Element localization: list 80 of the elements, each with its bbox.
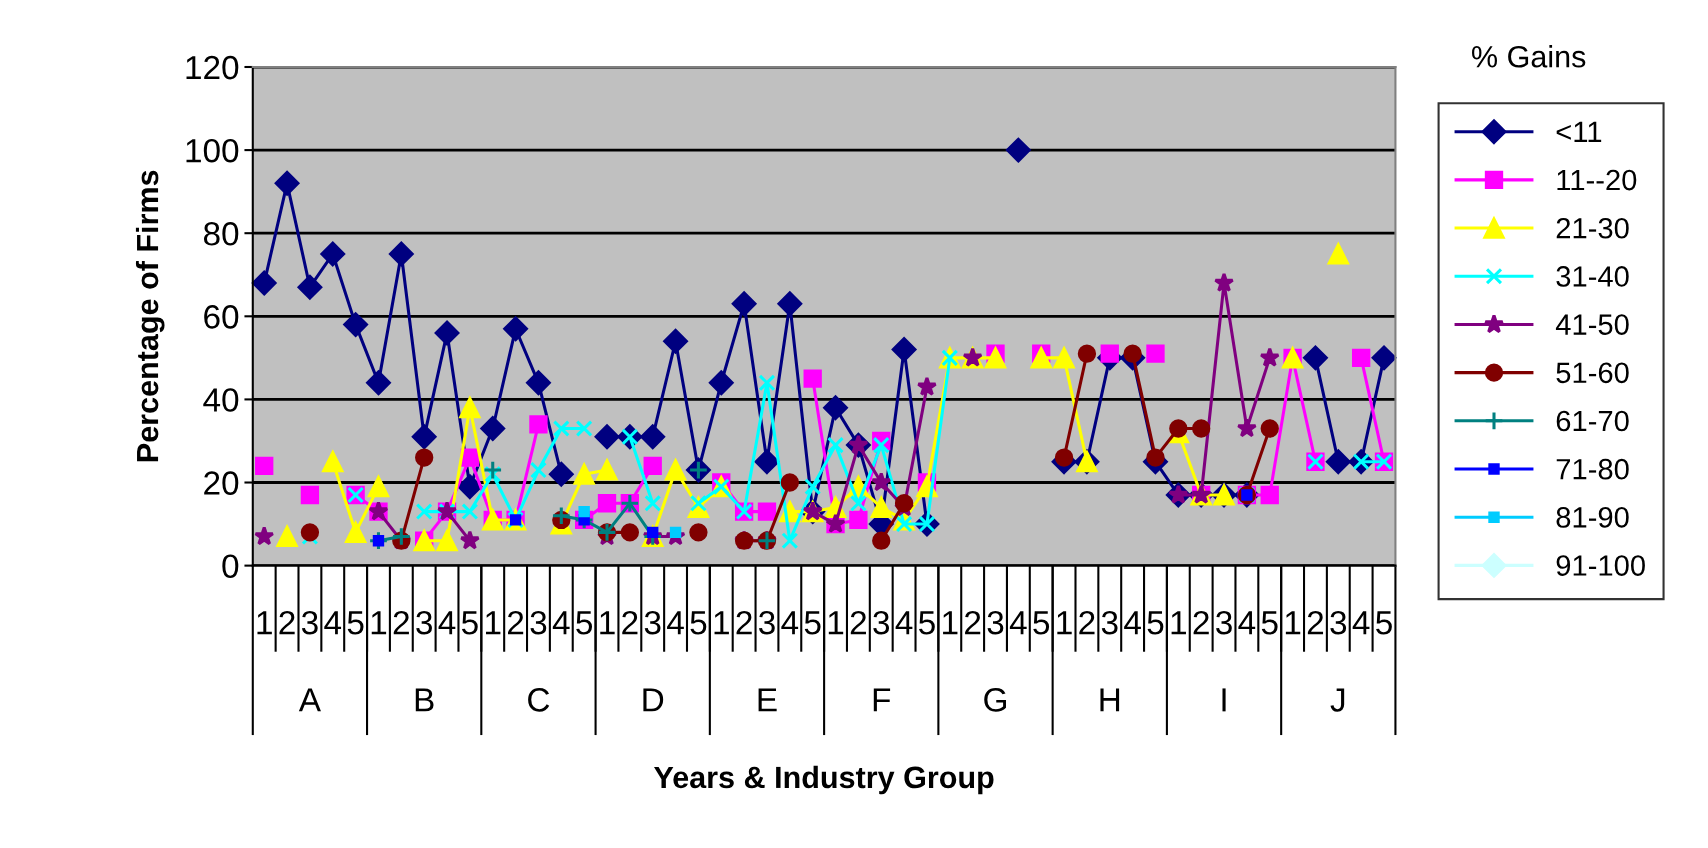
x-tick-label: 1 xyxy=(1285,611,1301,635)
x-tick-label: 2 xyxy=(850,610,866,635)
x-tick-label: 2 xyxy=(1307,610,1324,635)
x-tick-label: 1 xyxy=(1057,611,1072,635)
x-tick-label: 2 xyxy=(1079,610,1095,635)
text: F xyxy=(873,688,891,712)
x-tick-label: 5 xyxy=(576,611,593,635)
x-tick-label: 5 xyxy=(919,611,935,635)
x-tick-label: 3 xyxy=(1101,610,1118,635)
legend-label: 91-100 xyxy=(1556,555,1645,576)
text: D xyxy=(643,688,664,712)
x-tick-label: 4 xyxy=(324,611,342,635)
x-tick-label: 1 xyxy=(943,611,958,635)
x-tick-label: 2 xyxy=(508,610,524,635)
x-tick-label: 2 xyxy=(622,610,638,635)
legend-title: % Gains xyxy=(1472,45,1586,68)
x-tick-label: 1 xyxy=(828,611,844,635)
x-tick-label: 4 xyxy=(552,611,570,635)
y-tick-label: 0 xyxy=(222,554,239,579)
x-tick-label: 5 xyxy=(461,611,478,635)
x-tick-label: 4 xyxy=(1352,611,1370,635)
text: G xyxy=(984,688,1006,712)
x-tick-label: 2 xyxy=(736,610,752,635)
x-tick-label: 3 xyxy=(873,610,890,635)
x-tick-label: 2 xyxy=(279,610,295,635)
x-tick-label: 3 xyxy=(416,610,432,635)
legend-label: 61-70 xyxy=(1556,410,1629,432)
text: E xyxy=(758,688,777,712)
x-tick-label: 4 xyxy=(438,611,456,635)
y-axis-title: Percentage of Firms xyxy=(135,170,165,462)
legend-label: 31-40 xyxy=(1556,266,1629,287)
x-tick-label: 4 xyxy=(1238,611,1256,635)
x-tick-label: 3 xyxy=(987,610,1004,635)
x-tick-label: 5 xyxy=(1033,611,1050,635)
legend-label: 41-50 xyxy=(1555,314,1629,335)
x-tick-label: 5 xyxy=(1261,611,1278,635)
x-tick-label: 1 xyxy=(714,611,729,635)
legend-label: 71-80 xyxy=(1556,458,1629,480)
legend-label: 51-60 xyxy=(1556,362,1629,384)
legend-label: 81-90 xyxy=(1556,507,1629,528)
text: J xyxy=(1330,688,1345,712)
x-tick-label: 4 xyxy=(667,611,684,635)
x-tick-label: 3 xyxy=(530,610,547,635)
legend-label: 21-30 xyxy=(1556,217,1629,239)
y-tick-label: 40 xyxy=(203,388,239,412)
x-tick-label: 1 xyxy=(257,611,272,635)
y-tick-label: 60 xyxy=(204,305,239,329)
text: C xyxy=(528,688,550,712)
y-tick-label: 20 xyxy=(204,471,239,495)
x-tick-label: 3 xyxy=(1216,610,1232,635)
x-tick-label: 1 xyxy=(600,611,615,635)
x-tick-label: 5 xyxy=(347,611,364,635)
legend-label: <11 xyxy=(1556,121,1602,142)
x-tick-label: 5 xyxy=(804,611,821,635)
legend-label: 11--20 xyxy=(1557,169,1637,191)
y-tick-label: 120 xyxy=(186,55,239,80)
text: H xyxy=(1100,688,1120,712)
x-tick-label: 3 xyxy=(301,610,318,635)
x-tick-label: 4 xyxy=(1124,611,1141,635)
x-tick-label: 2 xyxy=(1193,610,1209,635)
text: A xyxy=(298,688,321,712)
x-tick-label: 2 xyxy=(393,610,409,635)
x-tick-label: 4 xyxy=(895,611,913,635)
x-axis-title: Years & Industry Group xyxy=(653,765,994,795)
x-tick-label: 4 xyxy=(1009,611,1027,635)
x-tick-label: 1 xyxy=(486,611,501,635)
x-tick-label: 4 xyxy=(781,611,799,635)
x-tick-label: 5 xyxy=(690,611,707,635)
x-tick-label: 5 xyxy=(1376,611,1392,635)
x-tick-label: 3 xyxy=(644,610,661,635)
x-tick-label: 3 xyxy=(1330,610,1347,635)
x-tick-label: 5 xyxy=(1147,611,1164,635)
x-tick-label: 3 xyxy=(758,610,775,635)
x-tick-label: 1 xyxy=(1171,611,1186,635)
x-tick-label: 1 xyxy=(371,611,387,635)
text: B xyxy=(415,688,434,712)
y-tick-label: 80 xyxy=(203,222,239,246)
y-tick-label: 100 xyxy=(186,138,239,163)
x-tick-label: 2 xyxy=(965,610,981,635)
text: I xyxy=(1222,688,1226,712)
